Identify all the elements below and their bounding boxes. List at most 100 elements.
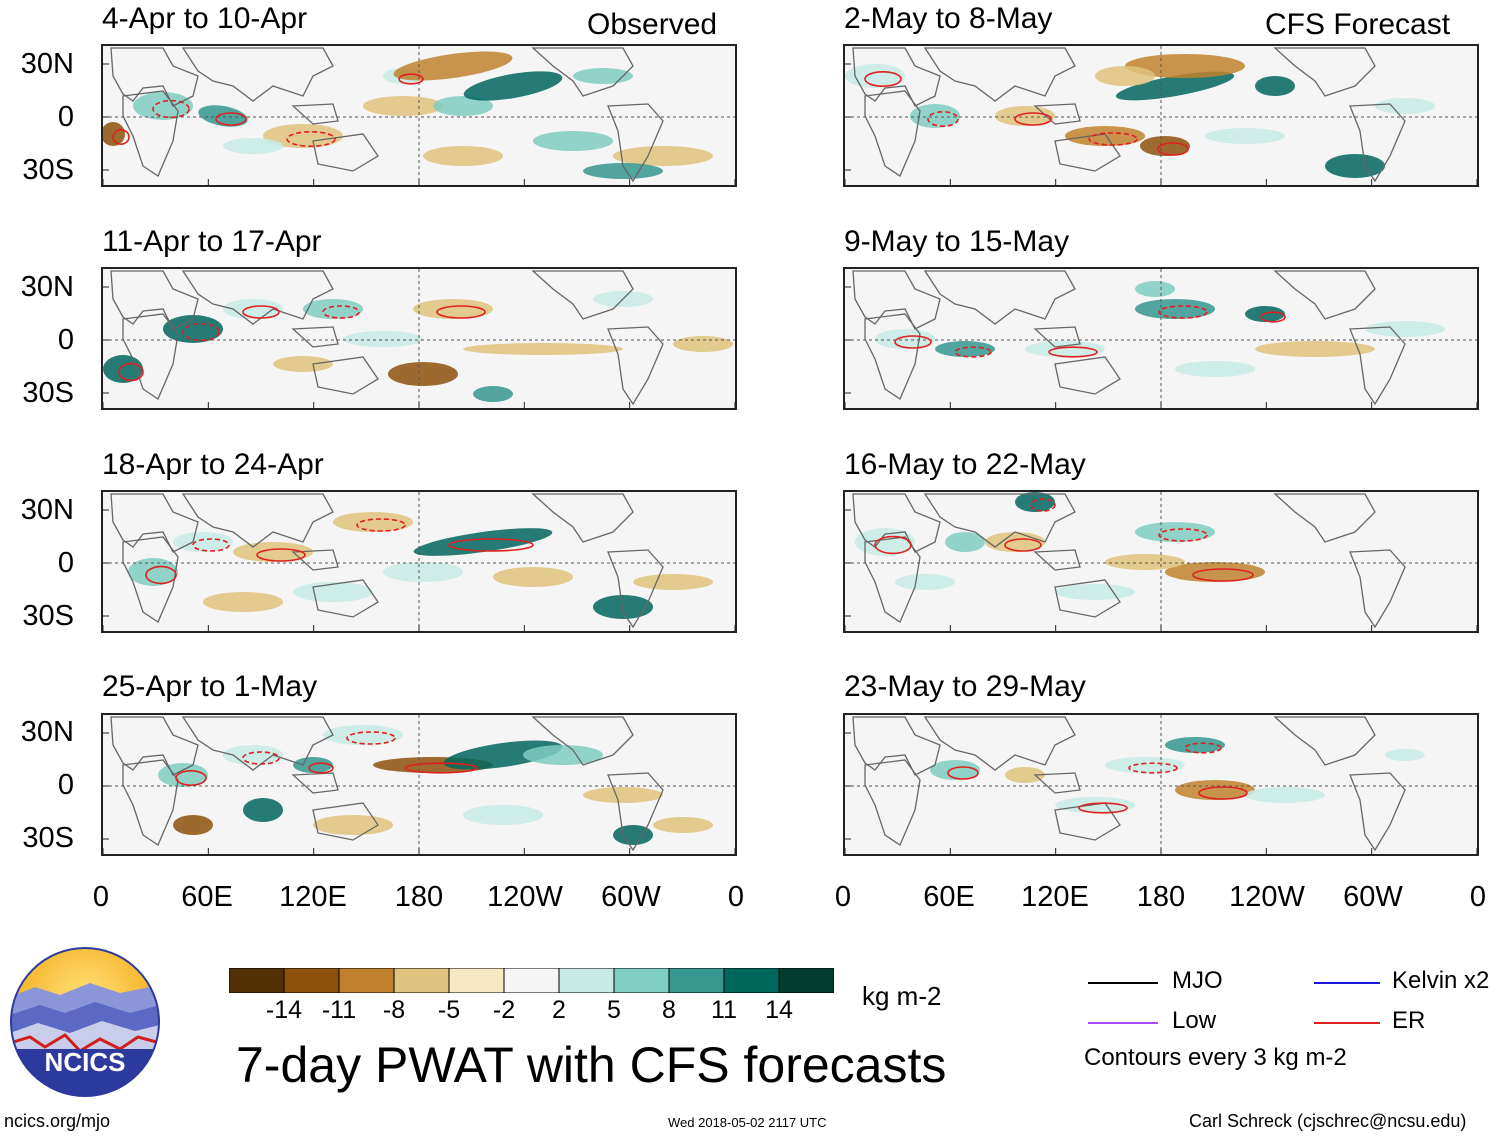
pwat-anomaly-blob: [1365, 321, 1445, 337]
legend-label-er: ER: [1392, 1007, 1426, 1034]
lon-tick-label: 60W: [1343, 881, 1403, 913]
map-panel: [101, 713, 737, 856]
pwat-anomaly-blob: [583, 163, 663, 179]
coastline: [110, 47, 199, 107]
footer-author: Carl Schreck (cjschrec@ncsu.edu): [1189, 1111, 1467, 1131]
coastline: [122, 536, 179, 623]
pwat-anomaly-blob: [1175, 780, 1255, 800]
coastline: [531, 716, 634, 766]
pwat-anomaly-blob: [673, 336, 733, 352]
er-contour: [346, 731, 396, 745]
pwat-anomaly-blob: [333, 512, 413, 532]
colorbar-tick-label: -14: [265, 996, 303, 1024]
pwat-anomaly-blob: [1105, 757, 1185, 773]
colorbar-swatch: [778, 967, 835, 994]
pwat-anomaly-blob: [463, 805, 543, 825]
er-contour: [1158, 305, 1208, 319]
coastline: [864, 759, 921, 846]
panel-title: 18-Apr to 24-Apr: [102, 448, 324, 481]
er-contour: [874, 535, 912, 555]
er-contour: [1260, 311, 1286, 323]
panel-title: 2-May to 8-May: [844, 2, 1053, 35]
er-contour: [436, 305, 486, 319]
pwat-anomaly-blob: [303, 299, 363, 319]
pwat-anomaly-blob: [313, 815, 393, 835]
er-contour: [308, 762, 334, 774]
pwat-anomaly-blob: [573, 68, 633, 84]
panel-title: 9-May to 15-May: [844, 225, 1070, 258]
map-panel: [843, 490, 1479, 633]
coastline: [1033, 772, 1081, 794]
legend-line-er: [1314, 1022, 1380, 1024]
coastline: [531, 270, 634, 320]
lon-tick-label: 0: [834, 881, 852, 913]
pwat-anomaly-blob: [493, 567, 573, 587]
colorbar-swatch: [668, 967, 725, 994]
coastline: [181, 47, 334, 102]
coastline: [122, 90, 179, 177]
lon-tick-label: 120W: [1229, 881, 1305, 913]
map-panel: [101, 490, 737, 633]
er-contour: [242, 751, 280, 765]
lon-tick-label: 180: [1136, 881, 1186, 913]
er-contour: [954, 346, 992, 358]
coastline: [181, 716, 334, 771]
er-contour: [1128, 762, 1178, 774]
colorbar-tick-label: 8: [662, 996, 676, 1024]
pwat-anomaly-blob: [198, 105, 248, 127]
coastline: [122, 759, 179, 846]
lon-tick-label: 180: [394, 881, 444, 913]
coastline: [181, 270, 334, 325]
lat-tick-label: 30S: [22, 822, 74, 854]
colorbar-tick-label: 14: [765, 996, 793, 1024]
lon-tick-label: 0: [1469, 881, 1487, 913]
lat-tick-label: 0: [57, 101, 74, 133]
colorbar-tick-label: -2: [492, 996, 516, 1024]
colorbar-swatch: [448, 967, 505, 994]
er-contour: [947, 766, 979, 780]
pwat-anomaly-blob: [533, 131, 613, 151]
pwat-anomaly-blob: [1255, 76, 1295, 96]
logo-text: NCICS: [45, 1047, 126, 1077]
er-contour: [112, 129, 130, 146]
pwat-anomaly-blob: [173, 815, 213, 835]
lat-tick-label: 30N: [20, 271, 74, 303]
pwat-anomaly-blob: [1140, 136, 1190, 156]
coastline: [1349, 103, 1406, 183]
lat-tick-label: 30N: [20, 48, 74, 80]
pwat-anomaly-blob: [133, 92, 193, 120]
observed-label: Observed: [587, 8, 718, 41]
pwat-anomaly-blob: [393, 51, 513, 81]
lat-tick-label: 30N: [20, 494, 74, 526]
lon-tick-label: 60E: [181, 881, 233, 913]
pwat-anomaly-blob: [463, 71, 563, 101]
coastline: [1273, 716, 1376, 766]
pwat-anomaly-blob: [1125, 54, 1245, 78]
pwat-anomaly-blob: [1105, 554, 1185, 570]
pwat-anomaly-blob: [583, 787, 663, 803]
pwat-anomaly-blob: [613, 825, 653, 845]
pwat-anomaly-blob: [845, 64, 905, 88]
footer-timestamp: Wed 2018-05-02 2117 UTC: [668, 1115, 827, 1130]
pwat-anomaly-blob: [1165, 562, 1265, 582]
er-contour: [927, 111, 959, 128]
panel-title: 4-Apr to 10-Apr: [102, 2, 308, 35]
lon-tick-label: 0: [92, 881, 110, 913]
lat-tick-label: 30S: [22, 600, 74, 632]
lat-tick-label: 0: [57, 769, 74, 801]
panel-title: 11-Apr to 17-Apr: [102, 225, 322, 258]
colorbar-swatch: [393, 967, 450, 994]
lon-tick-label: 60W: [601, 881, 661, 913]
pwat-anomaly-blob: [293, 582, 373, 602]
pwat-anomaly-blob: [633, 574, 713, 590]
pwat-anomaly-blob: [1165, 737, 1225, 753]
pwat-anomaly-blob: [1005, 767, 1045, 783]
coastline: [1349, 549, 1406, 629]
legend-label-mjo: MJO: [1172, 967, 1223, 994]
er-contour: [448, 538, 534, 552]
colorbar-swatch: [613, 967, 670, 994]
legend-line-low: [1088, 1022, 1158, 1024]
coastline: [923, 270, 1076, 325]
coastline: [923, 493, 1076, 548]
pwat-anomaly-blob: [613, 146, 713, 166]
